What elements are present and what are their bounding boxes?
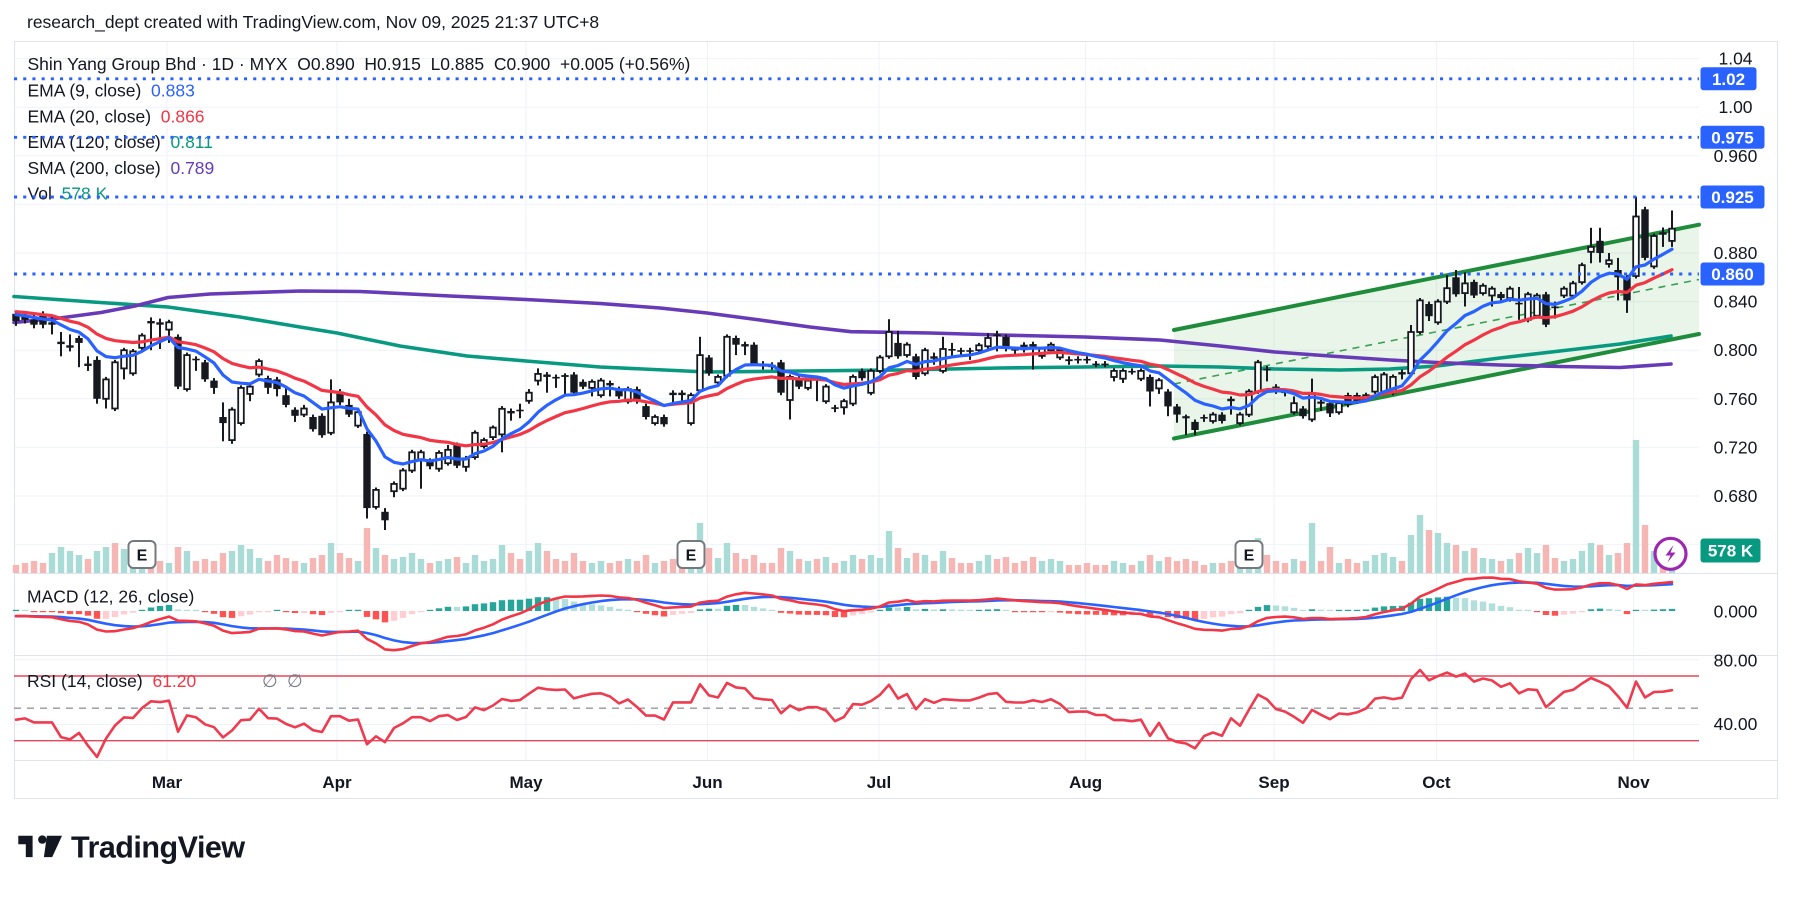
svg-text:Apr: Apr — [322, 773, 352, 792]
svg-text:EMA (9, close) 0.883: EMA (9, close) 0.883 — [28, 81, 195, 101]
svg-text:0.975: 0.975 — [1711, 128, 1754, 147]
svg-text:Jun: Jun — [692, 773, 722, 792]
svg-text:1.00: 1.00 — [1718, 97, 1752, 117]
svg-text:Sep: Sep — [1258, 773, 1289, 792]
svg-text:0.000: 0.000 — [1714, 601, 1758, 621]
svg-text:0.760: 0.760 — [1714, 389, 1758, 409]
svg-text:E: E — [137, 548, 148, 565]
svg-text:∅: ∅ — [262, 671, 278, 691]
svg-text:Shin Yang Group Bhd · 1D · MYX: Shin Yang Group Bhd · 1D · MYX O0.890 H0… — [28, 54, 691, 74]
svg-text:TradingView: TradingView — [71, 831, 245, 865]
svg-text:0.680: 0.680 — [1714, 486, 1758, 506]
svg-text:0.925: 0.925 — [1711, 188, 1754, 207]
svg-text:0.720: 0.720 — [1714, 437, 1758, 457]
svg-text:E: E — [686, 548, 697, 565]
svg-text:Vol 578 K: Vol 578 K — [28, 184, 108, 204]
svg-text:EMA (20, close) 0.866: EMA (20, close) 0.866 — [28, 107, 205, 127]
svg-text:Aug: Aug — [1069, 773, 1102, 792]
svg-text:Jul: Jul — [867, 773, 892, 792]
svg-text:Oct: Oct — [1422, 773, 1451, 792]
svg-text:May: May — [509, 773, 543, 792]
svg-text:∅: ∅ — [287, 671, 303, 691]
svg-text:SMA (200, close) 0.789: SMA (200, close) 0.789 — [28, 158, 215, 178]
svg-text:1.04: 1.04 — [1718, 49, 1752, 69]
svg-text:research_dept created with Tra: research_dept created with TradingView.c… — [27, 12, 599, 33]
svg-text:EMA (120, close) 0.811: EMA (120, close) 0.811 — [28, 132, 213, 152]
svg-text:RSI (14, close) 61.20: RSI (14, close) 61.20 — [27, 671, 197, 691]
svg-text:0.840: 0.840 — [1714, 292, 1758, 312]
svg-text:MACD (12, 26, close): MACD (12, 26, close) — [27, 587, 194, 607]
svg-text:0.880: 0.880 — [1714, 243, 1758, 263]
svg-text:80.00: 80.00 — [1714, 651, 1758, 671]
svg-text:Nov: Nov — [1618, 773, 1651, 792]
svg-text:E: E — [1244, 548, 1255, 565]
svg-text:40.00: 40.00 — [1714, 714, 1758, 734]
svg-text:Mar: Mar — [152, 773, 183, 792]
svg-text:1.02: 1.02 — [1712, 70, 1745, 89]
svg-text:0.800: 0.800 — [1714, 340, 1758, 360]
svg-text:0.860: 0.860 — [1711, 265, 1754, 284]
svg-text:578 K: 578 K — [1708, 542, 1754, 561]
svg-text:0.960: 0.960 — [1714, 146, 1758, 166]
